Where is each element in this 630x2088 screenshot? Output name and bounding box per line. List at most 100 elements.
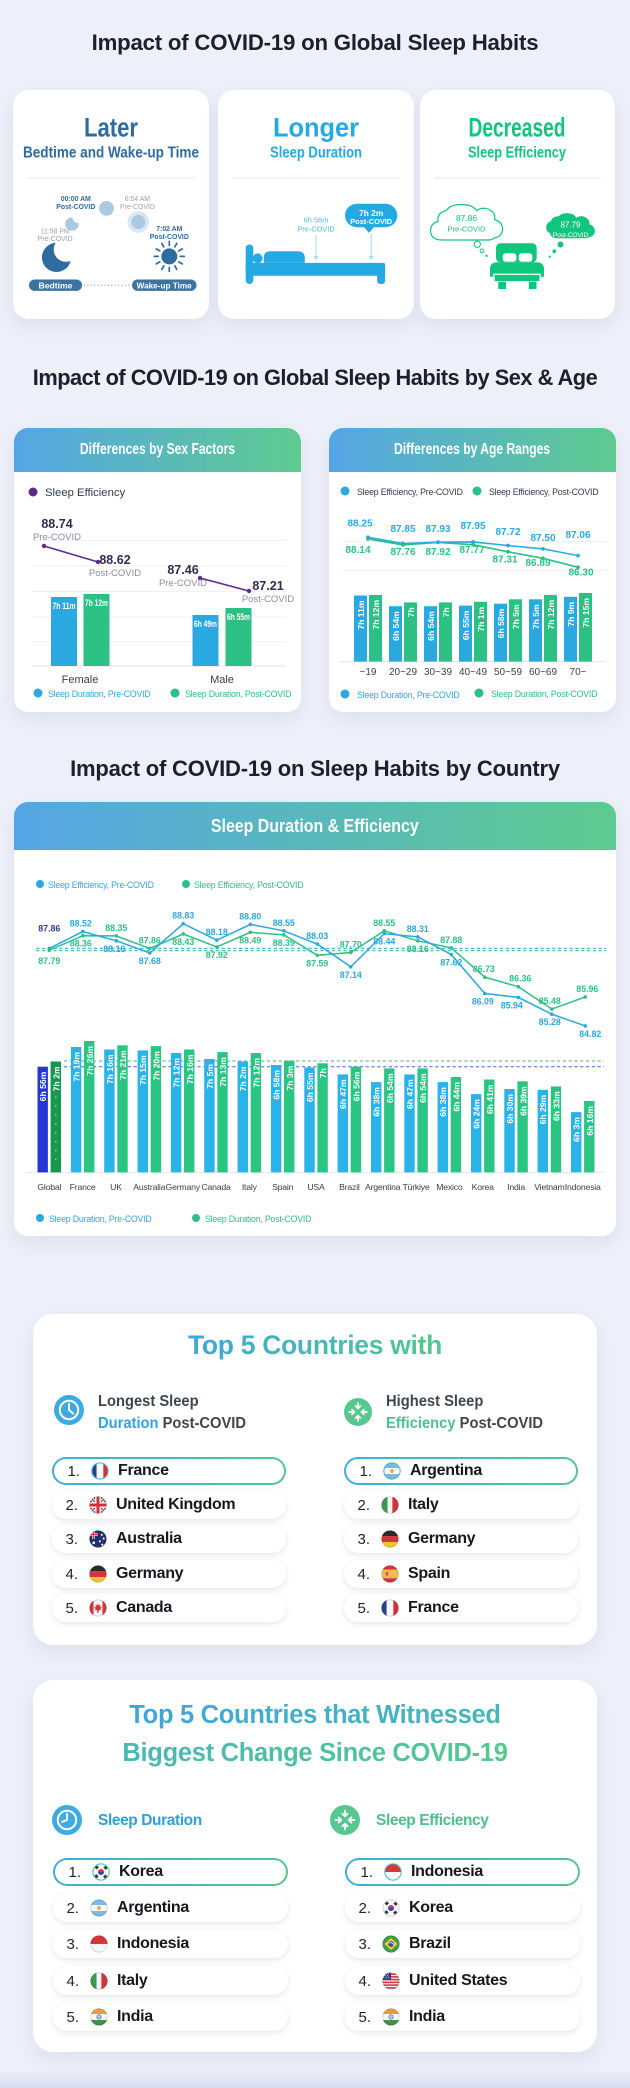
svg-text:Germany: Germany: [166, 1182, 201, 1192]
svg-text:88.52: 88.52: [70, 919, 92, 929]
svg-text:87.50: 87.50: [530, 533, 555, 544]
svg-text:87.86: 87.86: [38, 923, 60, 933]
svg-text:Pre-COVID: Pre-COVID: [33, 532, 81, 543]
svg-text:Longer: Longer: [273, 113, 359, 143]
svg-text:6h 54m: 6h 54m: [426, 611, 436, 641]
svg-text:87.06: 87.06: [565, 530, 590, 541]
svg-text:87.95: 87.95: [460, 521, 485, 532]
svg-text:Sleep Efficiency, Post-COVID: Sleep Efficiency, Post-COVID: [489, 487, 598, 497]
svg-text:88.31: 88.31: [407, 924, 429, 934]
svg-text:87.72: 87.72: [495, 527, 520, 538]
svg-text:88.14: 88.14: [345, 545, 370, 556]
svg-text:6h 39m: 6h 39m: [518, 1086, 528, 1116]
svg-text:88.55: 88.55: [273, 918, 295, 928]
svg-text:86.30: 86.30: [568, 568, 593, 579]
svg-text:7h 19m: 7h 19m: [71, 1052, 81, 1082]
svg-text:6h 47m: 6h 47m: [338, 1079, 348, 1109]
svg-text:7h 12m: 7h 12m: [252, 1058, 262, 1088]
svg-text:6h 29m: 6h 29m: [538, 1094, 548, 1124]
svg-text:87.77: 87.77: [459, 545, 484, 556]
svg-text:6h 58m: 6h 58m: [272, 1070, 282, 1100]
svg-text:87.85: 87.85: [390, 524, 415, 535]
svg-text:7h 11m: 7h 11m: [53, 601, 76, 611]
svg-text:84.82: 84.82: [579, 1029, 601, 1039]
svg-text:7h 5m: 7h 5m: [511, 604, 521, 629]
svg-text:87.86: 87.86: [139, 935, 161, 945]
svg-text:7h 15m: 7h 15m: [138, 1055, 148, 1085]
svg-text:Brazil: Brazil: [339, 1182, 360, 1192]
svg-text:88.62: 88.62: [99, 553, 130, 567]
svg-text:Bedtime and Wake-up Time: Bedtime and Wake-up Time: [23, 145, 199, 162]
svg-text:88.44: 88.44: [373, 937, 395, 947]
svg-text:Pre-COVID: Pre-COVID: [297, 225, 334, 234]
svg-text:7h: 7h: [441, 607, 451, 617]
svg-text:Sleep Duration, Pre-COVID: Sleep Duration, Pre-COVID: [48, 689, 151, 699]
svg-text:7h 21m: 7h 21m: [118, 1050, 128, 1080]
svg-text:UK: UK: [110, 1182, 122, 1192]
svg-text:88.36: 88.36: [70, 939, 92, 949]
svg-text:6h 38m: 6h 38m: [372, 1087, 382, 1117]
svg-text:France: France: [70, 1182, 96, 1192]
svg-text:Sleep Efficiency, Post-COVID: Sleep Efficiency, Post-COVID: [194, 880, 303, 890]
svg-text:Sleep Duration, Pre-COVID: Sleep Duration, Pre-COVID: [357, 690, 460, 700]
svg-text:87.68: 87.68: [139, 956, 161, 966]
svg-text:7h 3m: 7h 3m: [285, 1065, 295, 1090]
svg-text:6h 55m: 6h 55m: [305, 1072, 315, 1102]
svg-text:7h 2m: 7h 2m: [52, 1066, 62, 1091]
svg-text:6h 41m: 6h 41m: [485, 1084, 495, 1114]
svg-text:7h 26m: 7h 26m: [85, 1046, 95, 1076]
svg-text:7h 16m: 7h 16m: [105, 1054, 115, 1084]
svg-text:87.31: 87.31: [492, 555, 517, 566]
svg-text:88.39: 88.39: [273, 938, 295, 948]
svg-text:88.16: 88.16: [407, 944, 429, 954]
svg-text:Sleep Efficiency, Pre-COVID: Sleep Efficiency, Pre-COVID: [48, 880, 154, 890]
svg-text:7h 5m: 7h 5m: [205, 1064, 215, 1089]
svg-text:85.96: 85.96: [576, 984, 598, 994]
svg-text:85.94: 85.94: [501, 1000, 523, 1010]
svg-text:6h 30m: 6h 30m: [505, 1094, 515, 1124]
svg-text:Bedtime: Bedtime: [39, 280, 73, 290]
svg-text:Australia: Australia: [133, 1182, 165, 1192]
svg-text:6h 24m: 6h 24m: [472, 1099, 482, 1129]
svg-text:00:00 AM: 00:00 AM: [61, 196, 91, 203]
svg-text:Sleep Duration, Post-COVID: Sleep Duration, Post-COVID: [185, 689, 291, 699]
svg-text:Pre-COVID: Pre-COVID: [120, 204, 155, 211]
svg-text:Türkiye: Türkiye: [402, 1182, 429, 1192]
svg-text:88.25: 88.25: [347, 519, 372, 530]
svg-text:Mexico: Mexico: [436, 1182, 463, 1192]
svg-text:~19: ~19: [360, 667, 377, 678]
svg-text:Italy: Italy: [242, 1182, 258, 1192]
svg-text:Canada: Canada: [201, 1182, 231, 1192]
svg-text:40~49: 40~49: [459, 667, 488, 678]
svg-text:Indonesia: Indonesia: [565, 1182, 601, 1192]
svg-text:70~: 70~: [570, 667, 587, 678]
svg-text:88.83: 88.83: [172, 911, 194, 921]
svg-text:88.49: 88.49: [239, 935, 261, 945]
svg-text:11:58 PM: 11:58 PM: [41, 229, 70, 236]
svg-text:7h: 7h: [406, 607, 416, 617]
svg-text:7:02 AM: 7:02 AM: [156, 226, 182, 233]
svg-text:7h 2m: 7h 2m: [238, 1066, 248, 1091]
svg-text:87.86: 87.86: [456, 213, 478, 223]
svg-text:87.93: 87.93: [425, 524, 450, 535]
svg-text:86.09: 86.09: [472, 997, 494, 1007]
svg-text:6h 55m: 6h 55m: [227, 612, 250, 622]
svg-text:7h 12m: 7h 12m: [371, 600, 381, 630]
svg-text:Argentina: Argentina: [365, 1182, 401, 1192]
svg-text:Sleep Duration, Post-COVID: Sleep Duration, Post-COVID: [491, 689, 597, 699]
svg-text:6h 56m: 6h 56m: [352, 1071, 362, 1101]
svg-text:6h 47m: 6h 47m: [405, 1079, 415, 1109]
svg-text:Post-COVID: Post-COVID: [89, 568, 141, 579]
svg-text:87.92: 87.92: [425, 547, 450, 558]
svg-text:7h 15m: 7h 15m: [581, 598, 591, 628]
svg-text:7h 12m: 7h 12m: [546, 600, 556, 630]
svg-text:7h 13m: 7h 13m: [218, 1057, 228, 1087]
svg-text:6h 33m: 6h 33m: [552, 1091, 562, 1121]
svg-text:Sleep Efficiency: Sleep Efficiency: [468, 145, 566, 162]
svg-text:Post-COVID: Post-COVID: [56, 204, 95, 211]
svg-text:6h 44m: 6h 44m: [452, 1082, 462, 1112]
svg-text:7h 12m: 7h 12m: [172, 1058, 182, 1088]
svg-text:6h 54m: 6h 54m: [418, 1073, 428, 1103]
svg-text:Decreased: Decreased: [469, 113, 566, 143]
svg-text:Pre-COVID: Pre-COVID: [448, 225, 487, 234]
